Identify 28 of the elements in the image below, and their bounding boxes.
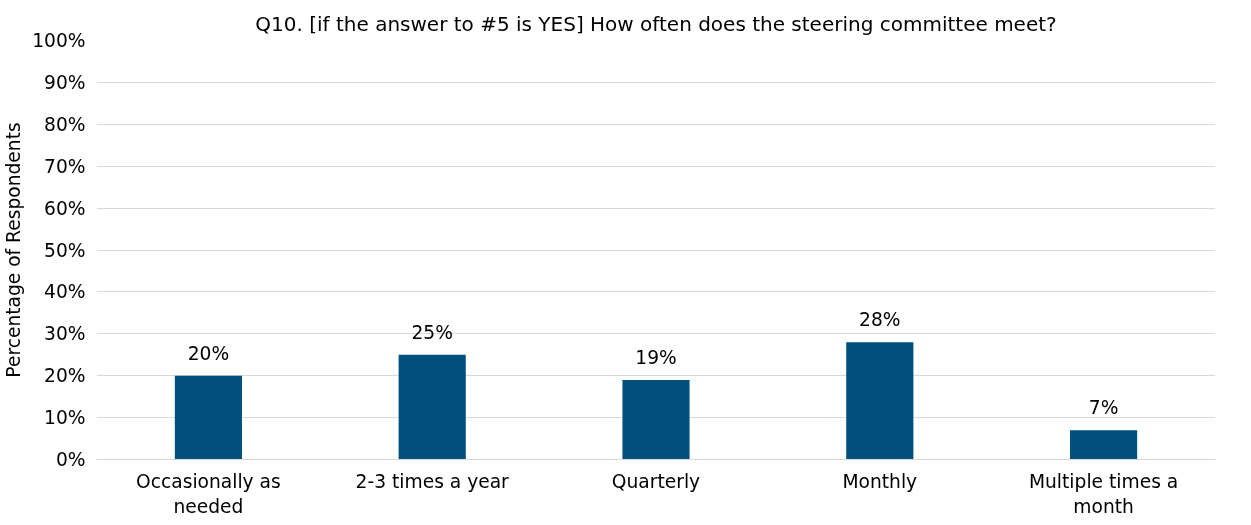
y-tick-label: 10% <box>44 407 86 429</box>
y-tick-label: 30% <box>44 323 86 345</box>
bar <box>174 375 242 460</box>
data-label: 28% <box>859 309 901 331</box>
bar <box>1070 430 1138 460</box>
y-tick-label: 40% <box>44 281 86 303</box>
chart-title: Q10. [if the answer to #5 is YES] How often does the steering committee meet? <box>255 11 1057 36</box>
x-tick-label: Quarterly <box>611 470 701 492</box>
y-tick-label: 70% <box>44 155 86 177</box>
x-tick-label: 2-3 times a year <box>355 470 510 492</box>
y-tick-label: 60% <box>44 197 86 219</box>
data-label: 20% <box>187 342 230 364</box>
x-tick-label: Occasionally as needed <box>136 470 281 517</box>
data-label: 19% <box>635 346 677 368</box>
y-tick-label: 0% <box>55 449 86 470</box>
bar <box>622 379 690 460</box>
bar <box>846 342 914 460</box>
y-tick-label: 80% <box>44 113 86 135</box>
y-tick-label: 20% <box>44 365 86 387</box>
y-tick-label: 90% <box>44 71 86 93</box>
x-tick-label: Multiple times a month <box>1028 470 1179 517</box>
y-tick-label: 50% <box>44 239 86 261</box>
data-label: 25% <box>411 321 453 343</box>
data-label: 7% <box>1088 397 1119 419</box>
bar <box>398 354 466 460</box>
y-tick-label: 100% <box>32 30 86 51</box>
x-tick-label: Monthly <box>842 470 918 492</box>
y-axis-title: Percentage of Respondents <box>3 122 25 378</box>
